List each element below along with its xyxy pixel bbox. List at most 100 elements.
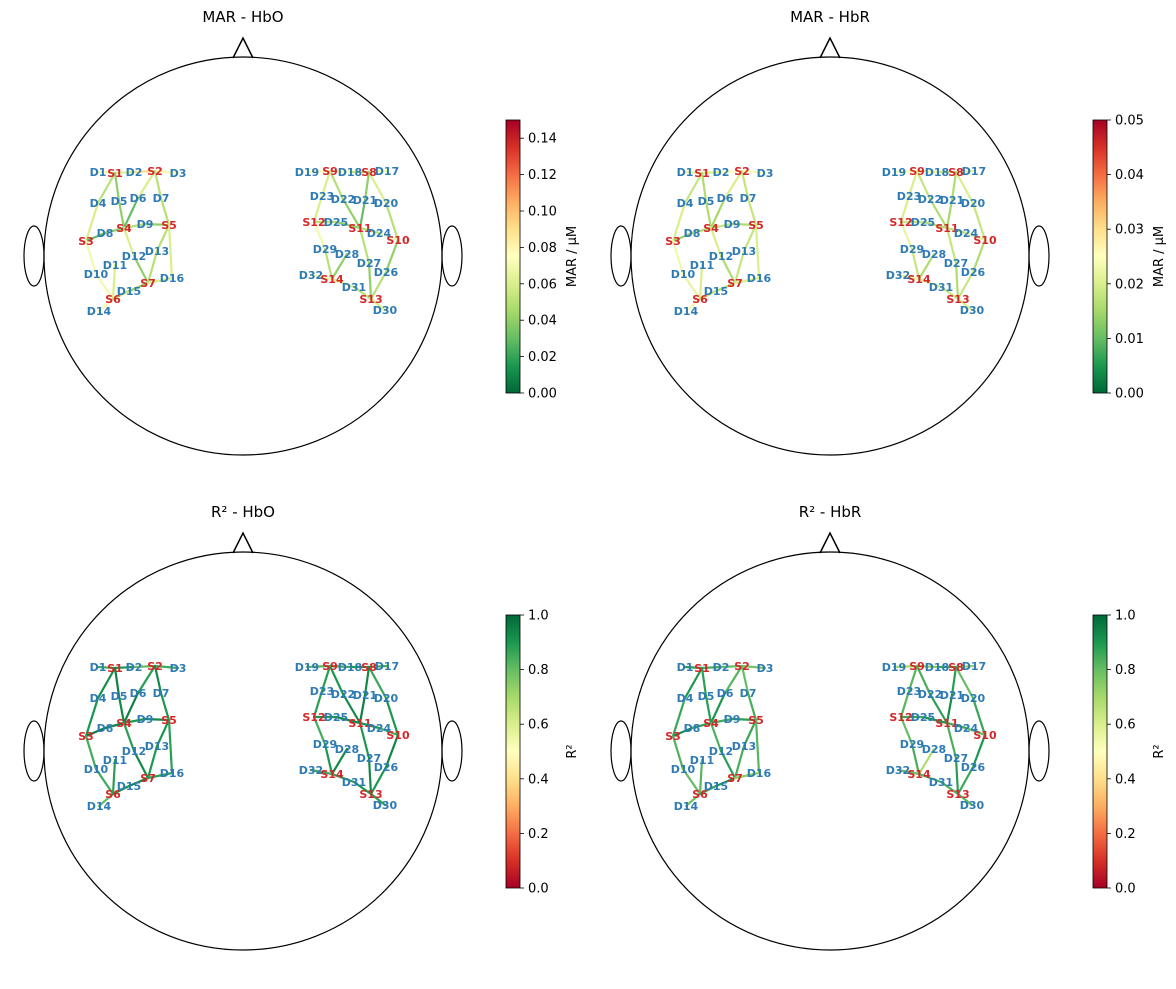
channel-S11-D25 bbox=[334, 220, 362, 230]
detector-label: D27 bbox=[357, 752, 381, 765]
source-label: S3 bbox=[78, 730, 94, 743]
channel-S4-D12 bbox=[709, 721, 723, 753]
channel-S1-D5 bbox=[700, 666, 708, 698]
channel-S5-D9 bbox=[143, 222, 171, 227]
detector-label: D14 bbox=[87, 305, 112, 318]
colorbar-tick-label: 0.2 bbox=[1115, 827, 1136, 842]
channel-S10-D26 bbox=[971, 238, 987, 274]
channel-S12-D29 bbox=[899, 715, 914, 746]
channel-S10-D26 bbox=[384, 733, 400, 769]
detector-label: D30 bbox=[373, 799, 398, 812]
channel-S13-D30 bbox=[369, 297, 387, 312]
channel-S10-D24 bbox=[964, 726, 987, 737]
detector-label: D11 bbox=[103, 259, 127, 272]
channel-S10-D20 bbox=[384, 201, 400, 242]
detector-label: D21 bbox=[353, 194, 377, 207]
channel-S2-D2 bbox=[719, 169, 744, 174]
colorbar-gradient bbox=[505, 119, 521, 394]
channel-S5-D7 bbox=[159, 691, 171, 722]
channel-S9-D23 bbox=[907, 169, 919, 198]
detector-label: D15 bbox=[117, 780, 141, 793]
channel-S13-D27 bbox=[954, 261, 960, 301]
detector-label: D9 bbox=[137, 713, 154, 726]
detector-label: D32 bbox=[886, 269, 910, 282]
channel-S1-D1 bbox=[683, 170, 704, 175]
channel-S6-D14 bbox=[684, 792, 702, 808]
channel-S14-D29 bbox=[323, 742, 334, 776]
colorbar-tick-label: 0.08 bbox=[528, 241, 557, 256]
source-label: S5 bbox=[748, 714, 764, 727]
detector-label: D16 bbox=[160, 272, 185, 285]
source-label: S2 bbox=[734, 165, 750, 178]
channel-S11-D25 bbox=[921, 715, 949, 725]
channel-S14-D28 bbox=[917, 747, 936, 776]
detector-label: D14 bbox=[674, 800, 699, 813]
detector-label: D8 bbox=[97, 227, 114, 240]
detector-label: D5 bbox=[111, 195, 128, 208]
channel-S6-D15 bbox=[111, 784, 131, 796]
detector-label: D16 bbox=[160, 767, 185, 780]
channel-S9-D22 bbox=[328, 664, 345, 696]
source-label: S14 bbox=[320, 273, 344, 286]
channel-S1-D2 bbox=[113, 170, 136, 175]
panel-title: MAR - HbR bbox=[790, 8, 870, 26]
detector-label: D24 bbox=[367, 227, 392, 240]
channel-S8-D17 bbox=[954, 664, 976, 669]
source-label: S11 bbox=[935, 222, 958, 235]
source-label: S6 bbox=[692, 293, 708, 306]
channel-S2-D7 bbox=[153, 664, 163, 695]
detector-label: D26 bbox=[961, 761, 986, 774]
channel-S11-D25 bbox=[334, 715, 362, 725]
detector-label: D27 bbox=[944, 257, 968, 270]
source-label: S11 bbox=[348, 717, 371, 730]
source-label: S4 bbox=[703, 717, 719, 730]
detector-label: D1 bbox=[677, 661, 694, 674]
channel-S4-D5 bbox=[117, 694, 126, 725]
channel-S14-D29 bbox=[323, 247, 334, 281]
detector-label: D13 bbox=[732, 245, 756, 258]
detector-label: D31 bbox=[929, 281, 953, 294]
detector-label: D4 bbox=[677, 692, 694, 705]
channel-S7-D13 bbox=[146, 744, 159, 780]
detector-label: D5 bbox=[698, 690, 715, 703]
channel-S4-D6 bbox=[709, 196, 727, 230]
colorbar-tick-label: 0.00 bbox=[1115, 387, 1144, 402]
detector-label: D19 bbox=[295, 166, 319, 179]
detector-label: D4 bbox=[90, 197, 107, 210]
channel-S4-D6 bbox=[122, 196, 140, 230]
detector-label: D32 bbox=[299, 764, 323, 777]
source-label: S12 bbox=[302, 216, 325, 229]
source-label: S5 bbox=[161, 714, 177, 727]
detector-label: D18 bbox=[925, 661, 949, 674]
channel-S13-D31 bbox=[939, 285, 960, 301]
detector-label: D17 bbox=[962, 660, 986, 673]
detector-label: D4 bbox=[90, 692, 107, 705]
channel-S13-D27 bbox=[367, 756, 373, 796]
left-ear bbox=[610, 720, 632, 782]
channel-S3-D10 bbox=[84, 239, 98, 276]
channel-S9-D22 bbox=[915, 169, 932, 201]
left-ear bbox=[23, 225, 45, 287]
channel-S12-D29 bbox=[312, 220, 327, 251]
channel-S4-D5 bbox=[117, 199, 126, 230]
source-label: S14 bbox=[907, 768, 931, 781]
detector-label: D22 bbox=[331, 688, 355, 701]
channel-S6-D15 bbox=[111, 289, 131, 301]
channel-S14-D32 bbox=[309, 768, 334, 776]
source-label: S10 bbox=[386, 234, 410, 247]
colorbar-mar-hbr: 0.00 0.01 0.02 0.03 0.04 0.05 MAR / μM bbox=[1092, 114, 1167, 402]
channel-S11-D27 bbox=[945, 721, 958, 760]
left-ear bbox=[610, 225, 632, 287]
source-label: S9 bbox=[909, 660, 925, 673]
channel-S11-D27 bbox=[945, 226, 958, 265]
channel-S3-D4 bbox=[84, 201, 100, 243]
channel-S14-D32 bbox=[896, 768, 921, 776]
channel-S1-D5 bbox=[113, 171, 121, 203]
channel-S2-D7 bbox=[740, 664, 750, 695]
panel-title: MAR - HbO bbox=[202, 8, 283, 26]
panel-r2-hbo: R² - HbO S1 S2 S3 S4 S5 S6 S7 S8 S9 S10 S11 S12 S13 S… bbox=[23, 503, 463, 951]
channel-S7-D15 bbox=[714, 776, 737, 788]
channel-S1-D4 bbox=[96, 666, 117, 700]
